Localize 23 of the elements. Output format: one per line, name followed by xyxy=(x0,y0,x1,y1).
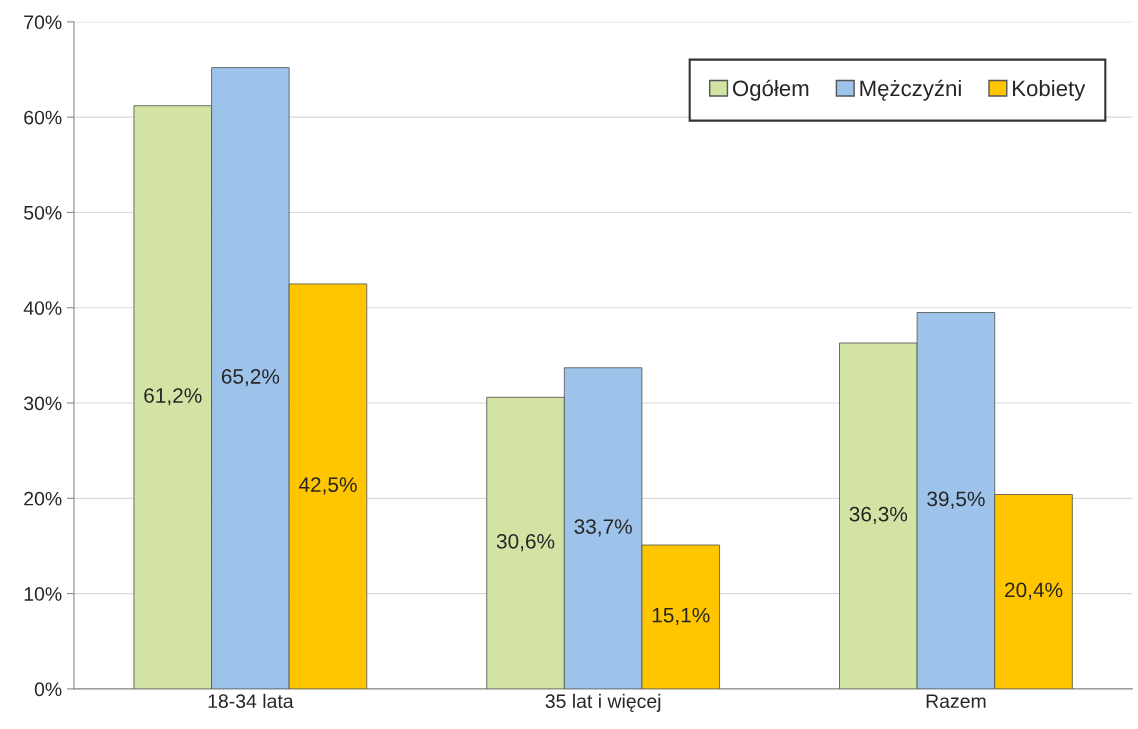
y-tick-label: 30% xyxy=(23,396,62,411)
data-label: 30,6% xyxy=(496,533,555,552)
data-label: 65,2% xyxy=(221,369,280,387)
data-label: 15,1% xyxy=(652,607,710,626)
x-tick-label: 35 lat i więcej xyxy=(545,693,661,712)
data-label: 39,5% xyxy=(927,491,985,509)
y-tick-label: 70% xyxy=(24,15,62,30)
legend-label: Mężczyźni xyxy=(860,79,961,101)
x-tick-label: Razem xyxy=(926,694,986,709)
data-label: 33,7% xyxy=(574,519,632,537)
x-tick-label: 18-34 lata xyxy=(208,693,294,709)
data-label: 20,4% xyxy=(1005,582,1063,600)
y-tick-label: 40% xyxy=(23,301,62,315)
data-label: 61,2% xyxy=(144,388,202,406)
y-tick-label: 50% xyxy=(24,205,62,220)
y-tick-label: 0% xyxy=(34,682,62,697)
legend-label: Kobiety xyxy=(1013,79,1086,101)
data-label: 36,3% xyxy=(849,506,908,525)
y-tick-label: 60% xyxy=(24,110,62,125)
legend-label: Ogółem xyxy=(732,79,809,101)
y-tick-label: 10% xyxy=(24,587,62,601)
data-label: 42,5% xyxy=(298,477,357,495)
y-tick-label: 20% xyxy=(24,491,62,506)
